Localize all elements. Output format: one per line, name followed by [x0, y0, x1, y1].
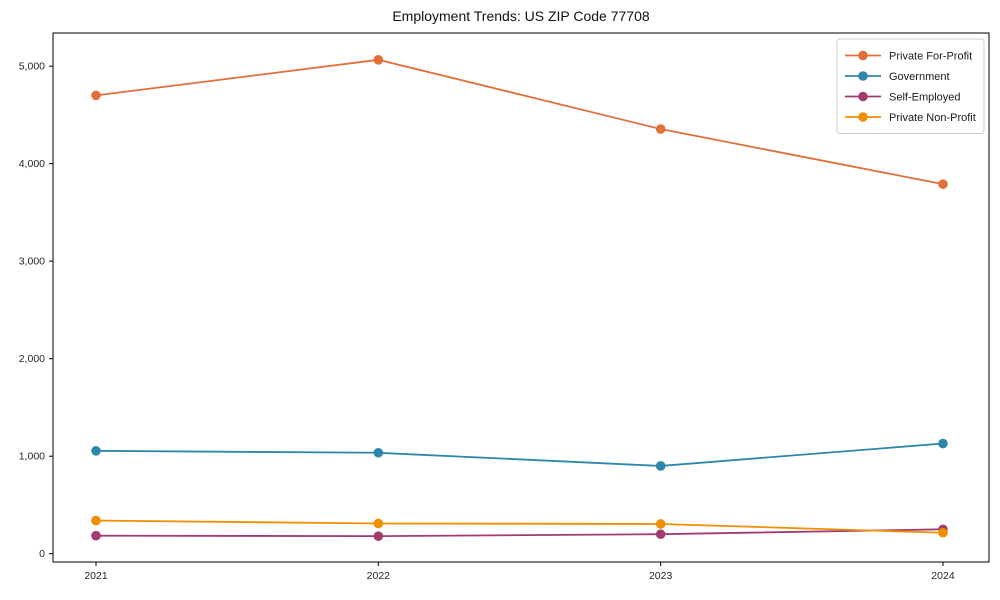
data-point-marker: [373, 518, 384, 529]
data-point-marker: [655, 124, 666, 134]
series-private-non-profit: [91, 515, 948, 538]
x-tick-label: 2023: [649, 570, 673, 582]
y-tick-label: 3,000: [19, 256, 45, 268]
y-tick-label: 1,000: [19, 451, 45, 463]
legend-item: Self-Employed: [845, 91, 961, 103]
series-line: [95, 519, 944, 534]
legend-label: Private For-Profit: [889, 50, 972, 62]
chart-title: Employment Trends: US ZIP Code 77708: [392, 8, 650, 24]
x-tick-label: 2024: [931, 570, 955, 582]
series-line: [95, 58, 944, 186]
data-point-marker: [91, 90, 101, 101]
legend-marker: [858, 50, 868, 61]
legend-label: Self-Employed: [889, 91, 961, 103]
legend-label: Private Non-Profit: [889, 112, 976, 124]
plot-frame: [52, 32, 990, 563]
data-point-marker: [91, 446, 101, 456]
data-point-marker: [655, 519, 666, 529]
legend-label: Government: [889, 71, 950, 83]
x-axis: 2021 2022 2023 2024: [84, 562, 955, 582]
y-tick-label: 5,000: [19, 61, 45, 73]
data-point-marker: [938, 438, 948, 449]
series-government: [91, 438, 948, 471]
y-tick-label: 4,000: [19, 158, 45, 170]
x-tick-label: 2021: [84, 570, 108, 582]
data-point-marker: [91, 530, 101, 541]
series-line: [95, 442, 944, 467]
y-axis: 0 1,000 2,000 3,000 4,000 5,000: [19, 61, 53, 560]
data-point-marker: [373, 55, 384, 65]
legend-marker: [858, 71, 868, 81]
series-self-employed: [91, 524, 948, 541]
data-point-marker: [373, 531, 384, 541]
data-point-marker: [938, 527, 948, 538]
legend-box: [836, 38, 985, 134]
legend-item: Private Non-Profit: [845, 112, 976, 124]
data-point-marker: [373, 447, 384, 458]
legend-marker: [858, 91, 868, 102]
legend-item: Private For-Profit: [845, 50, 972, 62]
legend-marker: [858, 112, 868, 122]
y-tick-label: 2,000: [19, 353, 45, 365]
series-line: [95, 528, 944, 538]
data-point-marker: [91, 515, 101, 526]
legend-item: Government: [845, 71, 950, 83]
x-tick-label: 2022: [367, 570, 391, 582]
data-point-marker: [938, 179, 948, 189]
data-point-marker: [655, 461, 666, 471]
series-private-for-profit: [91, 55, 948, 189]
legend: Private For-Profit Government Self-Employe…: [836, 38, 985, 134]
data-point-marker: [655, 529, 666, 540]
y-tick-label: 0: [39, 548, 45, 560]
